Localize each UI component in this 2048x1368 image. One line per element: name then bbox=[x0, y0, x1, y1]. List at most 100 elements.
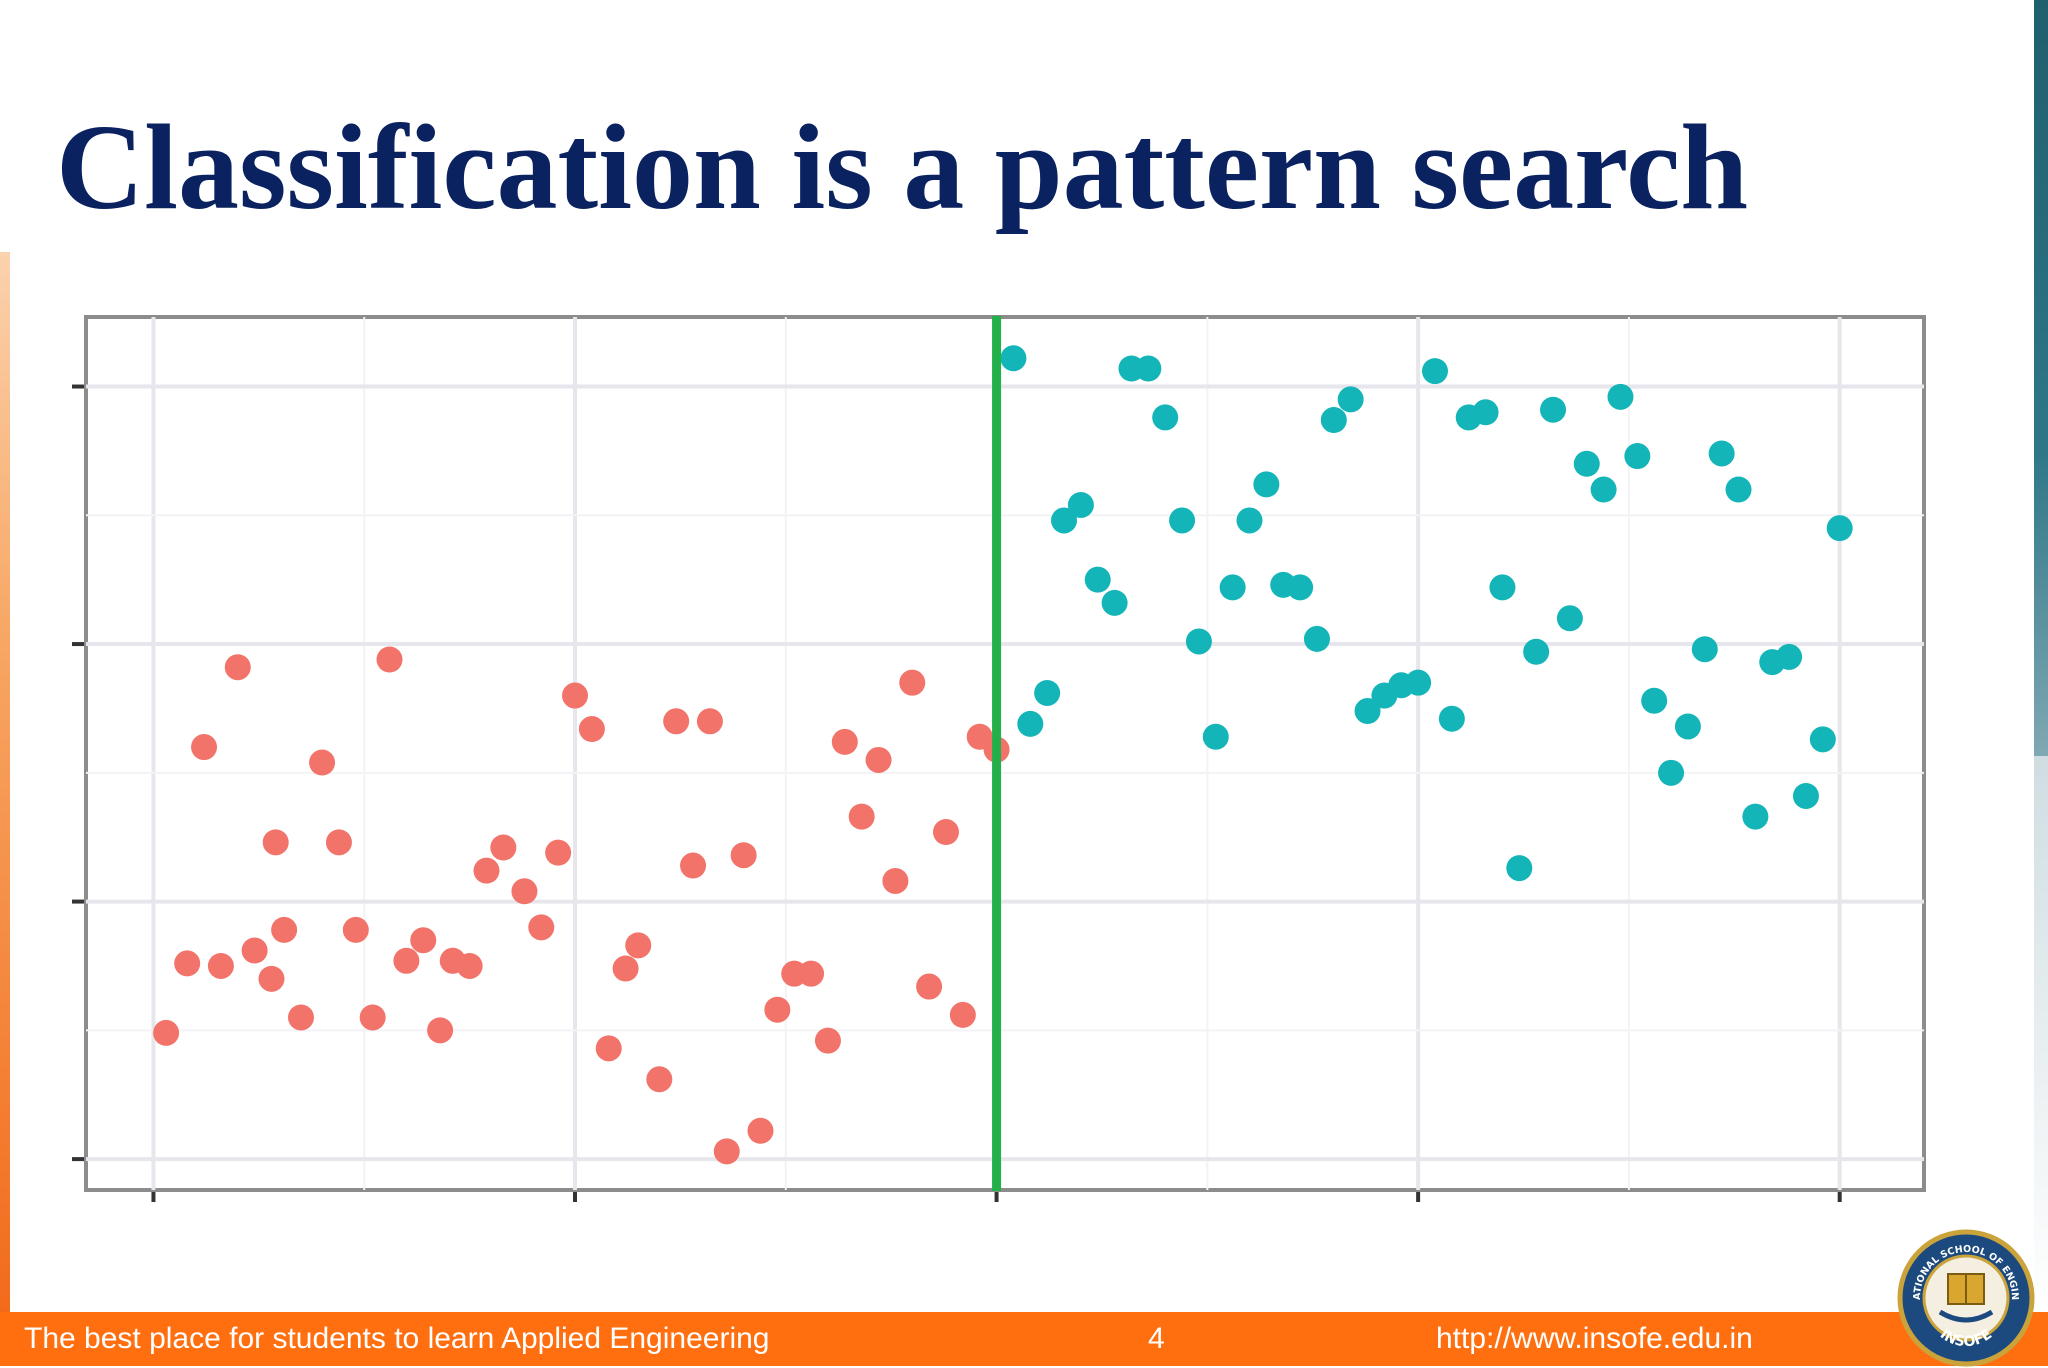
data-point-s1-5 bbox=[1084, 566, 1111, 593]
data-point-s0-32 bbox=[680, 852, 707, 879]
data-point-s0-19 bbox=[456, 952, 483, 979]
data-point-s1-17 bbox=[1287, 574, 1314, 601]
left-accent-bar bbox=[0, 252, 10, 1312]
data-point-s1-48 bbox=[1809, 726, 1836, 753]
data-point-s1-14 bbox=[1236, 507, 1263, 534]
data-point-s1-37 bbox=[1624, 443, 1651, 470]
data-point-s0-25 bbox=[562, 682, 589, 709]
data-point-s1-6 bbox=[1101, 589, 1128, 616]
data-point-s0-1 bbox=[174, 950, 201, 977]
data-point-s1-15 bbox=[1253, 471, 1280, 498]
data-point-s1-20 bbox=[1337, 386, 1364, 413]
data-point-s1-3 bbox=[1051, 507, 1078, 534]
data-point-s1-19 bbox=[1320, 407, 1347, 434]
data-point-s0-17 bbox=[427, 1017, 454, 1044]
data-point-s1-29 bbox=[1489, 574, 1516, 601]
data-point-s0-30 bbox=[646, 1066, 673, 1093]
data-point-s1-24 bbox=[1405, 669, 1432, 696]
data-point-s1-38 bbox=[1641, 687, 1668, 714]
footer-url[interactable]: http://www.insofe.edu.in bbox=[1436, 1322, 1753, 1355]
data-point-s0-21 bbox=[490, 834, 517, 861]
data-point-s0-2 bbox=[191, 734, 218, 761]
data-point-s0-43 bbox=[865, 746, 892, 773]
insofe-logo: INTERNATIONAL SCHOOL OF ENGINEERING INSO… bbox=[1896, 1228, 2035, 1367]
data-point-s1-28 bbox=[1472, 399, 1499, 426]
data-point-s0-45 bbox=[899, 669, 926, 696]
data-point-s0-42 bbox=[848, 803, 875, 830]
data-point-s0-34 bbox=[713, 1138, 740, 1165]
data-point-s0-36 bbox=[747, 1117, 774, 1144]
right-accent-bar bbox=[2034, 0, 2048, 756]
data-point-s1-21 bbox=[1354, 698, 1381, 725]
data-point-s0-28 bbox=[612, 955, 639, 982]
data-point-s1-0 bbox=[1000, 345, 1027, 372]
data-point-s1-1 bbox=[1017, 710, 1044, 737]
data-point-s0-4 bbox=[224, 654, 251, 681]
data-point-s1-47 bbox=[1792, 782, 1819, 809]
data-point-s1-18 bbox=[1303, 625, 1330, 652]
data-point-s0-0 bbox=[153, 1019, 180, 1046]
data-point-s0-23 bbox=[528, 914, 555, 941]
page-number: 4 bbox=[1148, 1322, 1165, 1355]
data-point-s0-27 bbox=[595, 1035, 622, 1062]
data-point-s1-10 bbox=[1169, 507, 1196, 534]
data-point-s0-11 bbox=[325, 829, 352, 856]
data-point-s1-42 bbox=[1708, 440, 1735, 467]
data-point-s0-8 bbox=[271, 916, 298, 943]
data-point-s1-2 bbox=[1034, 679, 1061, 706]
data-point-s0-20 bbox=[473, 857, 500, 884]
data-point-s0-9 bbox=[287, 1004, 314, 1031]
data-point-s1-32 bbox=[1540, 396, 1567, 423]
data-point-s1-26 bbox=[1438, 705, 1465, 732]
data-point-s1-39 bbox=[1658, 759, 1685, 786]
data-point-s0-41 bbox=[831, 728, 858, 755]
data-point-s1-25 bbox=[1421, 358, 1448, 385]
data-point-s0-26 bbox=[578, 716, 605, 743]
data-point-s1-13 bbox=[1219, 574, 1246, 601]
axis-ticks bbox=[72, 384, 1842, 1202]
data-point-s0-39 bbox=[798, 960, 825, 987]
data-point-s1-11 bbox=[1185, 628, 1212, 655]
data-point-s1-8 bbox=[1135, 355, 1162, 382]
data-point-s1-46 bbox=[1776, 643, 1803, 670]
data-point-s1-34 bbox=[1573, 450, 1600, 477]
footer-tagline: The best place for students to learn App… bbox=[24, 1322, 770, 1355]
data-points bbox=[153, 345, 1853, 1165]
data-point-s0-33 bbox=[696, 708, 723, 735]
data-point-s1-35 bbox=[1590, 476, 1617, 503]
data-point-s0-10 bbox=[309, 749, 336, 776]
data-point-s1-43 bbox=[1725, 476, 1752, 503]
data-point-s0-14 bbox=[376, 646, 403, 673]
data-point-s1-40 bbox=[1674, 713, 1701, 740]
data-point-s1-31 bbox=[1523, 638, 1550, 665]
data-point-s0-44 bbox=[882, 867, 909, 894]
data-point-s0-47 bbox=[932, 819, 959, 846]
data-point-s0-24 bbox=[545, 839, 572, 866]
data-point-s0-22 bbox=[511, 878, 538, 905]
footer-bar: The best place for students to learn App… bbox=[0, 1312, 2048, 1366]
data-point-s0-40 bbox=[814, 1027, 841, 1054]
data-point-s0-16 bbox=[410, 927, 437, 954]
data-point-s1-49 bbox=[1826, 515, 1853, 542]
data-point-s0-13 bbox=[359, 1004, 386, 1031]
data-point-s1-44 bbox=[1742, 803, 1769, 830]
data-point-s1-4 bbox=[1067, 491, 1094, 518]
data-point-s0-5 bbox=[241, 937, 268, 964]
data-point-s0-7 bbox=[262, 829, 289, 856]
data-point-s1-41 bbox=[1691, 636, 1718, 663]
data-point-s0-29 bbox=[625, 932, 652, 959]
right-accent-fade bbox=[2034, 756, 2048, 1312]
data-point-s0-12 bbox=[342, 916, 369, 943]
data-point-s0-3 bbox=[207, 952, 234, 979]
data-point-s0-35 bbox=[730, 842, 757, 869]
data-point-s1-12 bbox=[1202, 723, 1229, 750]
data-point-s1-36 bbox=[1607, 383, 1634, 410]
data-point-s0-37 bbox=[764, 996, 791, 1023]
data-point-s0-46 bbox=[916, 973, 943, 1000]
scatter-chart bbox=[72, 315, 1926, 1202]
data-point-s0-6 bbox=[258, 965, 285, 992]
data-point-s1-9 bbox=[1152, 404, 1179, 431]
data-point-s0-15 bbox=[393, 947, 420, 974]
slide-title: Classification is a pattern search bbox=[56, 100, 1749, 235]
data-point-s1-30 bbox=[1506, 855, 1533, 882]
